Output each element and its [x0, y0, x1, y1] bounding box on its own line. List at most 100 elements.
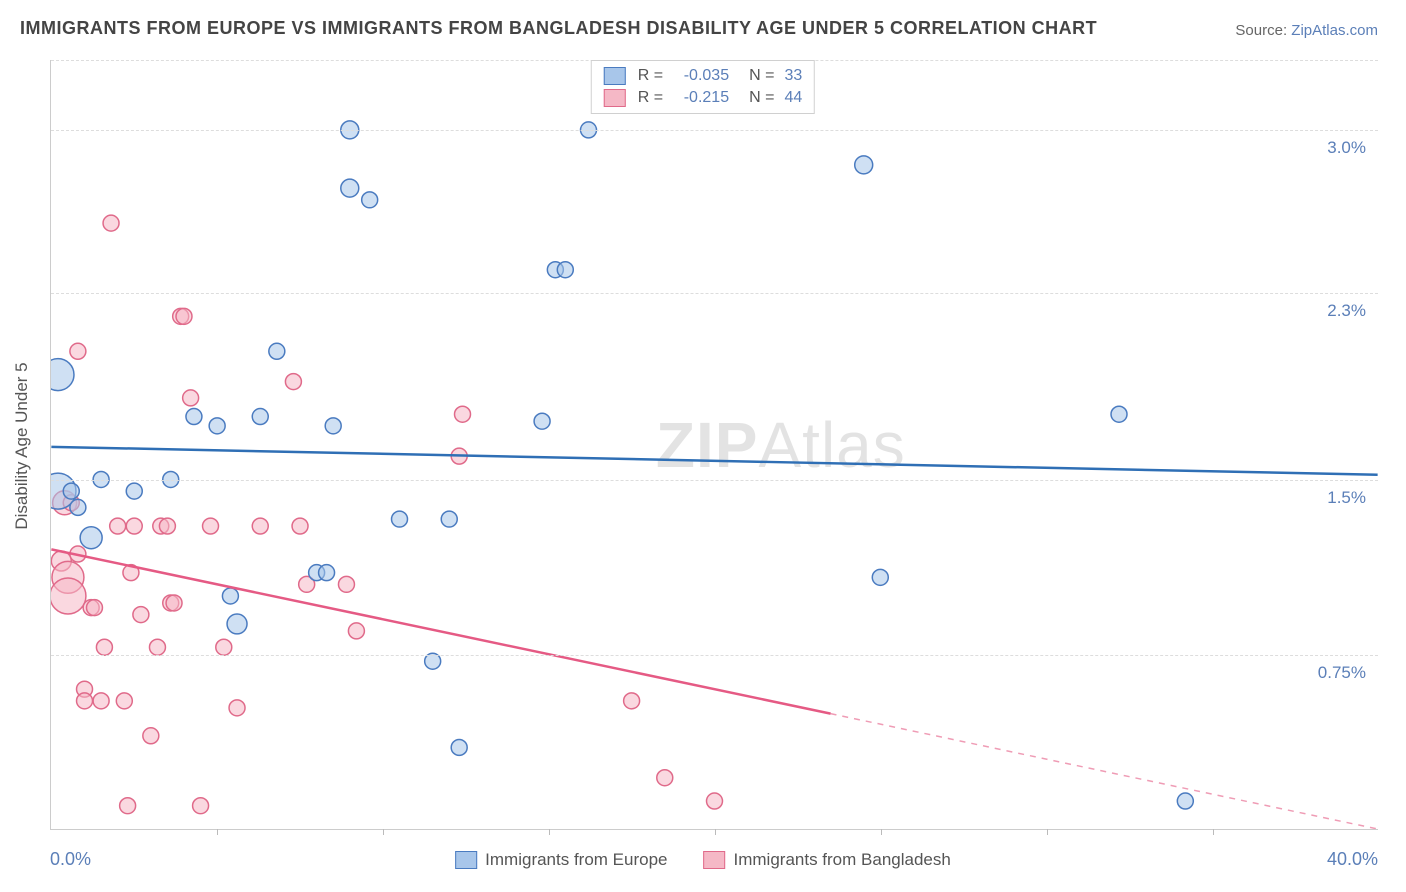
x-tick [1213, 829, 1214, 835]
data-point-b [451, 448, 467, 464]
data-point-b [299, 576, 315, 592]
data-point-a [319, 565, 335, 581]
data-point-b [70, 343, 86, 359]
data-point-b [338, 576, 354, 592]
legend-series: Immigrants from Europe Immigrants from B… [455, 850, 951, 870]
data-point-b [86, 600, 102, 616]
x-tick [549, 829, 550, 835]
data-point-a [392, 511, 408, 527]
legend-r-label: R = [638, 67, 663, 85]
x-tick [383, 829, 384, 835]
legend-swatch-a [455, 851, 477, 869]
legend-swatch-b [704, 851, 726, 869]
legend-swatch-a [604, 67, 626, 85]
legend-item-a: Immigrants from Europe [455, 850, 667, 870]
data-point-b [63, 495, 79, 511]
data-point-b [51, 578, 86, 614]
data-point-b [70, 546, 86, 562]
regression-line-a [51, 447, 1377, 475]
data-point-b [96, 639, 112, 655]
data-point-a [227, 614, 247, 634]
data-point-b [77, 681, 93, 697]
legend-label-b: Immigrants from Bangladesh [734, 850, 951, 870]
data-point-a [1111, 406, 1127, 422]
data-point-a [209, 418, 225, 434]
data-point-b [93, 693, 109, 709]
data-point-b [203, 518, 219, 534]
legend-stats-row-a: R = -0.035 N = 33 [604, 65, 802, 87]
chart-container: IMMIGRANTS FROM EUROPE VS IMMIGRANTS FRO… [0, 0, 1406, 892]
source-link[interactable]: ZipAtlas.com [1291, 22, 1378, 39]
data-point-b [116, 693, 132, 709]
legend-stats-row-b: R = -0.215 N = 44 [604, 87, 802, 109]
watermark-zip: ZIP [656, 409, 759, 481]
data-point-a [63, 483, 79, 499]
x-tick [881, 829, 882, 835]
x-axis-min-label: 0.0% [50, 849, 91, 870]
data-point-b [51, 551, 71, 571]
data-point-a [51, 473, 76, 509]
data-point-a [341, 179, 359, 197]
legend-swatch-b [604, 89, 626, 107]
data-point-b [166, 595, 182, 611]
watermark-atlas: Atlas [758, 409, 905, 481]
data-point-b [292, 518, 308, 534]
data-point-a [80, 527, 102, 549]
watermark: ZIPAtlas [656, 408, 906, 482]
data-point-b [707, 793, 723, 809]
data-point-b [149, 639, 165, 655]
data-point-b [252, 518, 268, 534]
legend-n-value-a: 33 [784, 67, 802, 85]
data-point-a [547, 262, 563, 278]
plot-area: ZIPAtlas 0.75% 1.5% 2.3% 3.0% [50, 60, 1378, 830]
data-point-b [173, 308, 189, 324]
chart-svg [51, 60, 1378, 829]
data-point-a [186, 409, 202, 425]
regression-line-b [51, 549, 830, 713]
data-point-a [325, 418, 341, 434]
data-point-a [252, 409, 268, 425]
data-point-a [70, 499, 86, 515]
data-point-b [216, 639, 232, 655]
gridline [51, 480, 1378, 481]
data-point-a [222, 588, 238, 604]
gridline [51, 293, 1378, 294]
data-point-a [557, 262, 573, 278]
data-point-a [451, 739, 467, 755]
gridline [51, 655, 1378, 656]
data-point-b [193, 798, 209, 814]
y-tick-label: 3.0% [1327, 138, 1366, 158]
data-point-b [133, 607, 149, 623]
data-point-b [159, 518, 175, 534]
x-axis-max-label: 40.0% [1327, 849, 1378, 870]
data-point-b [83, 600, 99, 616]
legend-n-value-b: 44 [784, 89, 802, 107]
legend-label-a: Immigrants from Europe [485, 850, 667, 870]
data-point-b [120, 798, 136, 814]
x-tick [217, 829, 218, 835]
data-point-b [657, 770, 673, 786]
legend-r-label: R = [638, 89, 663, 107]
regression-line-b-extrapolated [831, 714, 1378, 829]
source-prefix: Source: [1235, 22, 1291, 39]
data-point-a [269, 343, 285, 359]
data-point-b [110, 518, 126, 534]
data-point-b [143, 728, 159, 744]
data-point-a [855, 156, 873, 174]
data-point-b [77, 693, 93, 709]
y-tick-label: 1.5% [1327, 488, 1366, 508]
y-tick-label: 2.3% [1327, 301, 1366, 321]
data-point-a [534, 413, 550, 429]
data-point-a [872, 569, 888, 585]
data-point-b [229, 700, 245, 716]
y-tick-label: 0.75% [1318, 663, 1366, 683]
data-point-b [123, 565, 139, 581]
data-point-a [126, 483, 142, 499]
data-point-b [153, 518, 169, 534]
data-point-a [1177, 793, 1193, 809]
legend-n-label: N = [749, 89, 774, 107]
legend-r-value-a: -0.035 [669, 67, 729, 85]
gridline [51, 130, 1378, 131]
legend-stats: R = -0.035 N = 33 R = -0.215 N = 44 [591, 60, 815, 114]
data-point-a [441, 511, 457, 527]
